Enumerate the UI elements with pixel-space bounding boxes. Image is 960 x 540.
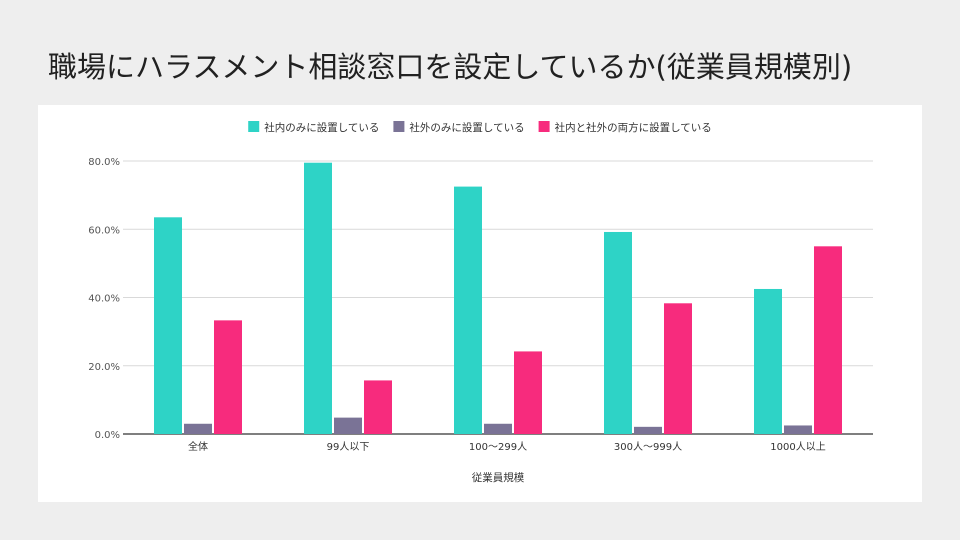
bar-chart: 0.0% 20.0% 40.0% 60.0% 80.0% 全体 99人以下 100〜299人 3… [88, 121, 873, 484]
x-tick-label: 100〜299人 [469, 441, 527, 453]
bar [454, 186, 482, 434]
legend-label: 社内と社外の両方に設置している [555, 121, 712, 134]
y-tick-label: 20.0% [88, 362, 120, 373]
slide-title: 職場にハラスメント相談窓口を設定しているか(従業員規模別) [48, 50, 853, 84]
x-tick-label: 300人〜999人 [614, 441, 682, 453]
y-tick-label: 80.0% [88, 157, 120, 168]
bar [514, 351, 542, 434]
legend-item: 社内のみに設置している [248, 121, 379, 134]
bar [814, 246, 842, 434]
bar [214, 320, 242, 434]
y-tick-label: 40.0% [88, 294, 120, 305]
bar [634, 426, 662, 434]
y-tick-label: 0.0% [95, 430, 120, 441]
bar [364, 380, 392, 434]
legend-label: 社外のみに設置している [409, 121, 524, 134]
legend-swatch [393, 121, 405, 132]
x-tick-label: 1000人以上 [770, 441, 825, 453]
bar [334, 417, 362, 434]
bar [154, 217, 182, 434]
legend-item: 社外のみに設置している [393, 121, 525, 134]
bar [604, 231, 632, 434]
x-tick-label: 全体 [188, 440, 208, 453]
bar [184, 423, 212, 434]
bar [664, 303, 692, 434]
x-tick-label: 99人以下 [327, 441, 370, 453]
y-tick-label: 60.0% [88, 225, 120, 236]
legend-swatch [248, 121, 260, 132]
legend-label: 社内のみに設置している [264, 121, 379, 134]
legend-swatch [538, 121, 550, 132]
legend-item: 社内と社外の両方に設置している [538, 121, 712, 134]
bar [484, 423, 512, 434]
bar [784, 425, 812, 434]
bar [754, 288, 782, 434]
bar [304, 162, 332, 435]
x-axis-title: 従業員規模 [472, 471, 525, 484]
chart-panel: 0.0% 20.0% 40.0% 60.0% 80.0% 全体 99人以下 100〜299人 3… [38, 105, 922, 502]
